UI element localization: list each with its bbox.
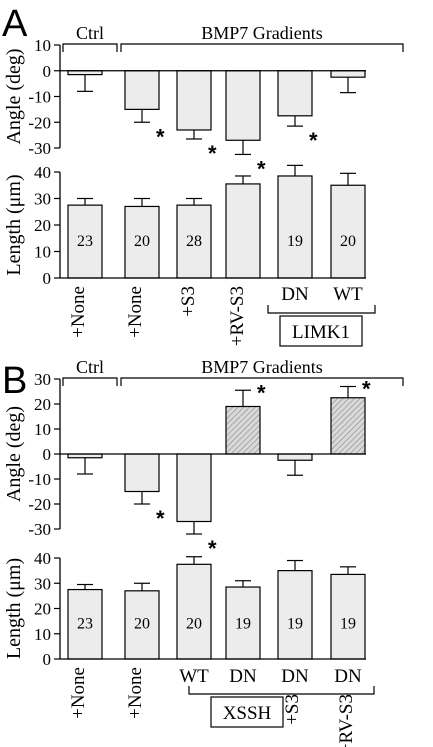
bar-a-length-2: [176, 204, 212, 279]
y-tick-label-a-angle-1: 0: [43, 62, 52, 81]
gradient-bracket-b: [120, 377, 404, 386]
bar-b-angle-1: [124, 453, 160, 493]
bar-a-angle-2: [176, 70, 212, 131]
y-tick-label-b-angle-6: -30: [28, 520, 51, 539]
y-tick-label-b-length-3: 10: [34, 625, 51, 644]
y-axis-label-a-length: Length (μm): [3, 174, 25, 275]
category-label-a-3: +RV-S3: [227, 286, 248, 346]
gradient-label-b: BMP7 Gradients: [201, 357, 323, 377]
bar-b-angle-2: [176, 453, 212, 523]
n-label-a-length-1: 20: [134, 233, 150, 250]
category-label-b-5-top: DN: [334, 666, 362, 687]
y-axis-label-b-length: Length (μm): [3, 558, 25, 659]
significance-marker-b-angle-1: *: [156, 506, 165, 531]
category-label-a-5: WT: [333, 284, 363, 305]
y-tick-label-a-length-1: 30: [34, 190, 51, 209]
n-label-a-length-4: 19: [287, 233, 303, 250]
bar-a-length-5: [330, 184, 366, 279]
category-label-a-0: +None: [68, 286, 89, 338]
xssh-bracket: [188, 686, 375, 695]
bar-b-angle-5: [330, 397, 366, 455]
y-tick-label-b-angle-2: 10: [34, 420, 51, 439]
category-label-a-4: DN: [281, 284, 309, 305]
y-tick-label-b-length-4: 0: [43, 650, 52, 669]
significance-marker-a-angle-3: *: [257, 156, 266, 181]
category-label-b-2: WT: [179, 666, 209, 687]
y-tick-label-a-angle-2: -10: [28, 88, 51, 107]
gradient-bracket-a: [120, 43, 404, 52]
category-label-b-4: +S3: [282, 694, 303, 725]
panel-label-a: A: [2, 3, 28, 45]
bar-a-angle-4: [277, 70, 313, 117]
bar-a-length-3: [225, 183, 261, 279]
xssh-label: XSSH: [223, 703, 272, 724]
bar-a-angle-3: [225, 70, 261, 141]
y-axis-label-a-angle: Angle (deg): [3, 48, 25, 144]
ctrl-bracket-a: [62, 43, 118, 52]
bar-b-length-3: [225, 586, 261, 660]
y-tick-label-a-length-3: 10: [34, 243, 51, 262]
xssh-box: [210, 696, 284, 728]
y-tick-label-a-angle-3: -20: [28, 113, 51, 132]
panel-label-b: B: [2, 360, 27, 402]
significance-marker-a-angle-4: *: [309, 128, 318, 153]
category-label-b-5: +RV-S3: [336, 694, 357, 747]
category-label-b-1: +None: [125, 667, 146, 719]
bar-b-angle-3: [225, 405, 261, 455]
ctrl-label-b: Ctrl: [76, 357, 104, 377]
category-label-b-3: DN: [229, 666, 257, 687]
y-tick-label-a-angle-0: 10: [34, 36, 51, 55]
category-label-b-0: +None: [68, 667, 89, 719]
bar-b-length-1: [124, 590, 160, 660]
category-label-b-4-top: DN: [281, 666, 309, 687]
n-label-b-length-2: 20: [186, 616, 202, 633]
n-label-a-length-5: 20: [340, 233, 356, 250]
y-tick-label-b-length-2: 20: [34, 600, 51, 619]
limk1-bracket: [267, 305, 376, 314]
y-tick-label-b-angle-3: 0: [43, 445, 52, 464]
limk1-box: [279, 315, 363, 347]
ctrl-label-a: Ctrl: [76, 23, 104, 43]
bar-a-length-4: [277, 175, 313, 279]
bar-a-angle-5: [330, 70, 366, 78]
significance-marker-b-angle-5: *: [362, 377, 371, 402]
bar-b-length-5: [330, 573, 366, 660]
y-tick-label-a-angle-4: -30: [28, 139, 51, 158]
bar-b-length-2: [176, 563, 212, 660]
category-label-a-2: +S3: [178, 286, 199, 317]
n-label-b-length-0: 23: [77, 616, 93, 633]
n-label-b-length-4: 19: [287, 616, 303, 633]
n-label-b-length-5: 19: [340, 616, 356, 633]
y-tick-label-b-angle-0: 30: [34, 370, 51, 389]
n-label-a-length-0: 23: [77, 233, 93, 250]
bar-a-angle-1: [124, 70, 160, 110]
n-label-b-length-3: 19: [235, 616, 251, 633]
n-label-b-length-1: 20: [134, 616, 150, 633]
y-tick-label-b-length-1: 30: [34, 574, 51, 593]
y-tick-label-b-angle-4: -10: [28, 470, 51, 489]
y-tick-label-a-length-4: 0: [43, 269, 52, 288]
bar-a-length-1: [124, 205, 160, 279]
significance-marker-a-angle-2: *: [208, 141, 217, 166]
category-label-a-1: +None: [125, 286, 146, 338]
significance-marker-b-angle-2: *: [208, 536, 217, 561]
y-tick-label-b-angle-1: 20: [34, 395, 51, 414]
gradient-label-a: BMP7 Gradients: [201, 23, 323, 43]
n-label-a-length-2: 28: [186, 233, 202, 250]
significance-marker-b-angle-3: *: [257, 380, 266, 405]
bar-b-angle-4: [277, 453, 313, 461]
significance-marker-a-angle-1: *: [156, 124, 165, 149]
limk1-label: LIMK1: [292, 322, 350, 343]
y-tick-label-a-length-0: 40: [34, 163, 51, 182]
y-tick-label-b-length-0: 40: [34, 549, 51, 568]
y-axis-label-b-angle: Angle (deg): [3, 406, 25, 502]
ctrl-bracket-b: [62, 377, 118, 386]
bar-b-length-0: [67, 588, 103, 660]
y-tick-label-b-angle-5: -20: [28, 495, 51, 514]
y-tick-label-a-length-2: 20: [34, 216, 51, 235]
